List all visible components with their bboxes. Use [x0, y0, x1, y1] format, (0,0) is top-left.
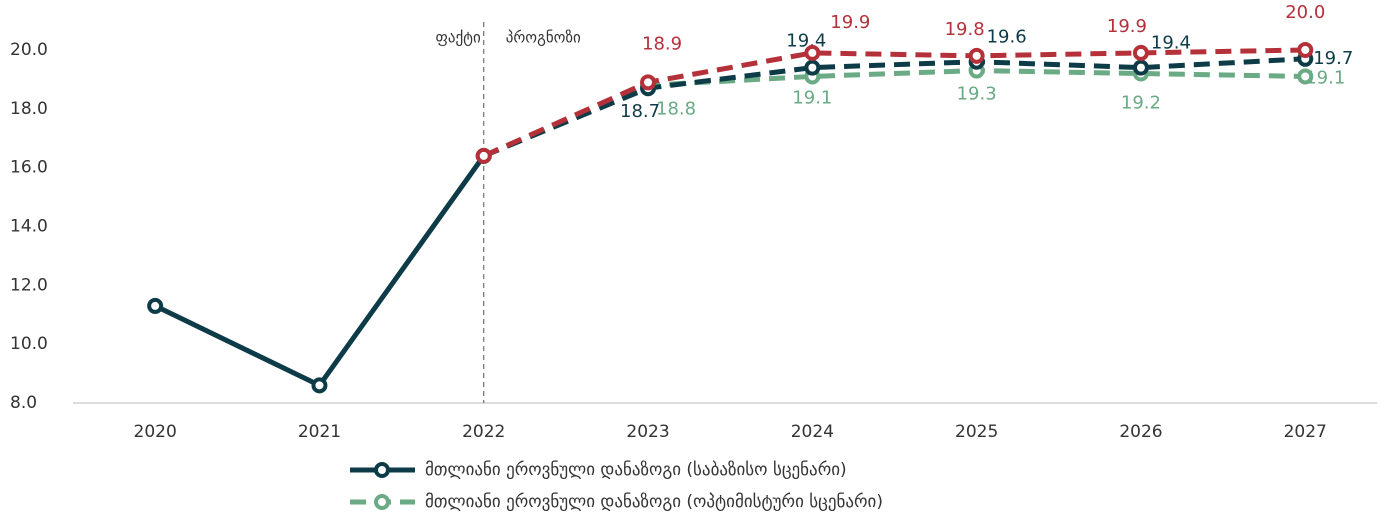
data-label: 19.8: [945, 19, 985, 40]
x-tick-label: 2022: [462, 422, 505, 442]
annotation: ფაქტი: [435, 29, 481, 47]
legend-marker: [374, 462, 390, 478]
y-tick-label: 10.0: [10, 334, 48, 354]
x-tick-label: 2026: [1119, 422, 1162, 442]
marker: [804, 59, 821, 76]
legend-marker: [374, 494, 390, 510]
marker: [147, 297, 164, 314]
data-label: 19.3: [957, 84, 997, 105]
marker: [1297, 41, 1314, 58]
marker: [640, 74, 657, 91]
x-tick-label: 2027: [1284, 422, 1327, 442]
annotation: პროგნოზი: [506, 29, 581, 47]
line: [482, 47, 1306, 159]
data-label: 19.1: [792, 87, 832, 108]
data-label: 19.6: [987, 27, 1027, 48]
marker: [1132, 59, 1149, 76]
data-label: 19.1: [1305, 67, 1345, 88]
y-tick-label: 8.0: [10, 393, 37, 413]
data-label: 19.4: [1151, 33, 1191, 54]
data-label: 19.7: [1313, 48, 1353, 69]
line: [482, 68, 1306, 159]
data-label: 18.9: [642, 33, 682, 54]
data-label: 19.9: [1107, 16, 1147, 37]
line: [482, 56, 1306, 159]
marker: [311, 377, 328, 394]
line: [154, 154, 486, 389]
y-tick-label: 16.0: [10, 158, 48, 178]
y-tick-label: 18.0: [10, 99, 48, 119]
y-tick-label: 14.0: [10, 216, 48, 236]
marker: [804, 44, 821, 61]
marker: [968, 47, 985, 64]
x-tick-label: 2023: [626, 422, 669, 442]
marker: [1132, 44, 1149, 61]
y-tick-label: 20.0: [10, 40, 48, 60]
legend-label: მთლიანი ეროვნული დანაზოგი (საბაზისო სცენ…: [425, 460, 847, 480]
x-tick-label: 2021: [298, 422, 341, 442]
x-tick-label: 2020: [134, 422, 177, 442]
y-tick-label: 12.0: [10, 275, 48, 295]
data-label: 19.2: [1121, 92, 1161, 113]
data-label: 18.8: [656, 98, 696, 119]
marker: [475, 147, 492, 164]
legend-label: მთლიანი ეროვნული დანაზოგი (ოპტიმისტური ს…: [425, 492, 883, 512]
marker: [1297, 68, 1314, 85]
data-label: 19.9: [830, 12, 870, 33]
data-label: 20.0: [1285, 2, 1325, 23]
x-tick-label: 2025: [955, 422, 998, 442]
x-tick-label: 2024: [791, 422, 834, 442]
data-label: 18.7: [620, 101, 660, 122]
